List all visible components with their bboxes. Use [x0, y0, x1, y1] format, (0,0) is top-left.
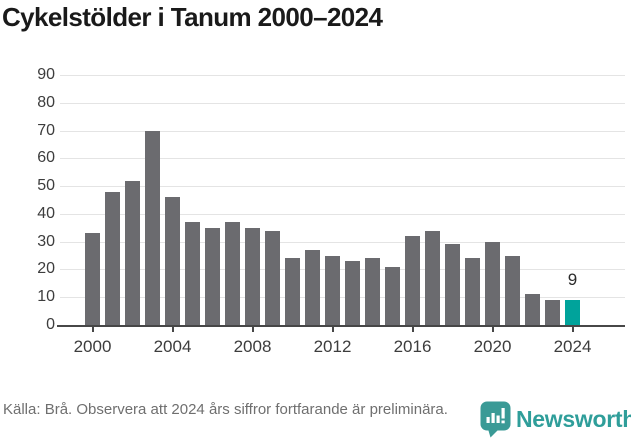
- x-axis-tick-2004: [171, 327, 174, 332]
- gridline-40: [60, 213, 625, 215]
- x-axis-label-2012: 2012: [313, 337, 352, 356]
- x-axis-label-2016: 2016: [393, 337, 432, 356]
- x-axis-label-2008: 2008: [233, 337, 272, 356]
- bar-2021: [505, 255, 520, 325]
- y-axis-label-80: 80: [37, 93, 55, 111]
- bar-2013: [345, 261, 360, 325]
- bar-2016: [405, 236, 420, 325]
- y-axis-label-50: 50: [37, 177, 55, 195]
- bar-value-label-2024: 9: [567, 270, 578, 289]
- x-axis-label-2004: 2004: [153, 337, 192, 356]
- bar-2001: [105, 191, 120, 325]
- y-axis-label-20: 20: [37, 260, 55, 278]
- source-note: Källa: Brå. Observera att 2024 års siffr…: [3, 401, 448, 418]
- bar-2024: [565, 300, 580, 325]
- y-axis-label-0: 0: [46, 316, 55, 333]
- x-axis-tick-2020: [491, 327, 494, 332]
- bar-2008: [245, 227, 260, 325]
- x-axis-tick-2016: [411, 327, 414, 332]
- bar-2017: [425, 230, 440, 325]
- x-axis-tick-2000: [91, 327, 94, 332]
- newsworthy-brand: Newsworthy: [480, 400, 631, 439]
- y-axis-label-70: 70: [37, 121, 55, 139]
- chart-title: Cykelstölder i Tanum 2000–2024: [2, 2, 383, 32]
- gridline-60: [60, 158, 625, 160]
- bar-2007: [225, 222, 240, 325]
- x-axis-tick-2008: [251, 327, 254, 332]
- bar-2018: [445, 244, 460, 325]
- gridline-10: [60, 297, 625, 299]
- plot-area: 0 10 20 30 40 50 60 70 80 90 2000 2004 2008 2012 2016 2…: [37, 66, 625, 356]
- y-axis-label-30: 30: [37, 232, 55, 250]
- bar-2002: [125, 180, 140, 325]
- bar-2000: [85, 233, 100, 325]
- gridline-20: [60, 269, 625, 271]
- y-axis-label-90: 90: [37, 66, 55, 83]
- bar-2004: [165, 197, 180, 325]
- x-axis-line: [57, 325, 625, 327]
- gridline-70: [60, 130, 625, 132]
- bar-2012: [325, 255, 340, 325]
- x-axis-tick-2024: [571, 327, 574, 332]
- bar-2010: [285, 258, 300, 325]
- bar-2009: [265, 230, 280, 325]
- bar-2019: [465, 258, 480, 325]
- bar-2011: [305, 250, 320, 325]
- newsworthy-brand-name: Newsworthy: [516, 406, 631, 432]
- x-axis-label-2024: 2024: [553, 337, 592, 356]
- bar-2005: [185, 222, 200, 325]
- gridline-30: [60, 241, 625, 243]
- bar-2020: [485, 241, 500, 325]
- gridline-50: [60, 186, 625, 188]
- bar-2023: [545, 300, 560, 325]
- x-axis-label-2020: 2020: [473, 337, 512, 356]
- y-axis-label-40: 40: [37, 204, 55, 222]
- gridline-90: [60, 75, 625, 76]
- x-axis-label-2000: 2000: [73, 337, 112, 356]
- gridline-80: [60, 102, 625, 104]
- y-axis-label-60: 60: [37, 149, 55, 167]
- bar-2006: [205, 227, 220, 325]
- bar-2003: [145, 130, 160, 325]
- bar-2014: [365, 258, 380, 325]
- newsworthy-logo-icon: [480, 401, 511, 438]
- x-axis-tick-2012: [331, 327, 334, 332]
- y-axis-label-10: 10: [37, 288, 55, 306]
- bar-2022: [525, 294, 540, 325]
- bar-2015: [385, 266, 400, 325]
